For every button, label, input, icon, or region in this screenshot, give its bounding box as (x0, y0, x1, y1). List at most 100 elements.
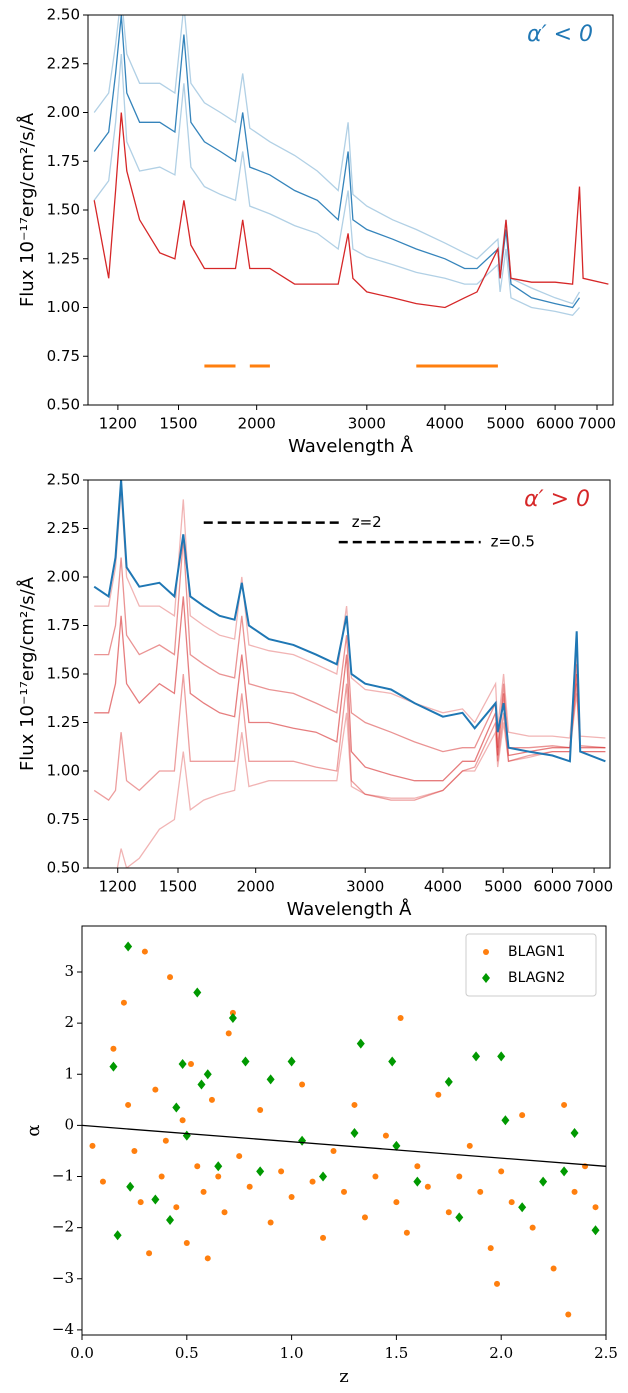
point (393, 1199, 400, 1206)
x-tick-label: 6000 (536, 415, 574, 433)
y-tick-label: 1.00 (47, 762, 80, 780)
x-tick-label: 1.0 (280, 1344, 304, 1362)
y-tick-label: 1.75 (47, 152, 80, 170)
point (565, 1311, 572, 1318)
point (141, 948, 148, 955)
point (539, 1176, 548, 1187)
y-tick-label: 0 (64, 1115, 74, 1133)
point (298, 1135, 307, 1146)
x-tick-label: 1200 (99, 878, 137, 896)
point (571, 1188, 578, 1195)
x-tick-label: 0.0 (70, 1344, 94, 1362)
point (182, 1130, 191, 1141)
point (236, 1153, 243, 1160)
y-tick-label: 2.00 (47, 103, 80, 121)
point (591, 1225, 600, 1236)
point (424, 1183, 431, 1190)
point (445, 1209, 452, 1216)
x-tick-label: 6000 (533, 878, 571, 896)
frame (81, 925, 607, 1336)
point (113, 1230, 122, 1241)
x-tick-label: 1500 (159, 415, 197, 433)
point (288, 1193, 295, 1200)
point (197, 1079, 206, 1090)
point (179, 1117, 186, 1124)
point (382, 1132, 389, 1139)
x-tick-label: 5000 (486, 415, 524, 433)
point (501, 1115, 510, 1126)
point (508, 1199, 515, 1206)
annotation: z=2 (352, 513, 382, 531)
point (466, 1142, 473, 1149)
frame (87, 14, 614, 406)
legend-label: BLAGN2 (508, 970, 565, 986)
x-tick-label: 7000 (575, 878, 613, 896)
point (397, 1015, 404, 1022)
x-axis-label: Wavelength Å (287, 898, 413, 920)
panel: 1200 1500 2000 3000 4000 5000 6000 7000 0.50 0.75… (16, 471, 613, 921)
y-tick-label: 0.75 (47, 347, 80, 365)
y-tick-label: 2 (64, 1013, 74, 1031)
point (529, 1224, 536, 1231)
point (444, 1076, 453, 1087)
point (167, 974, 174, 981)
panel: 0.0 0.5 1.0 1.5 2.0 2.5 −4 −3 −2 −1 0 1 2 3 z α BLAGN1 BL… (23, 925, 618, 1387)
y-axis-label: Flux 10⁻¹⁷erg/cm²/s/Å (16, 576, 38, 771)
point (152, 1086, 159, 1093)
point (124, 941, 133, 952)
point (287, 1056, 296, 1067)
point (204, 1255, 211, 1262)
y-tick-label: 1.00 (47, 298, 80, 316)
x-tick-label: 7000 (578, 415, 616, 433)
point (278, 1168, 285, 1175)
point (309, 1178, 316, 1185)
point (388, 1056, 397, 1067)
point (109, 1061, 118, 1072)
point (99, 1178, 106, 1185)
y-tick-label: 2.25 (47, 519, 80, 537)
y-tick-label: 1 (64, 1064, 74, 1082)
point (126, 1181, 135, 1192)
point (350, 1128, 359, 1139)
point (320, 1234, 327, 1241)
point (183, 1239, 190, 1246)
point (229, 1009, 236, 1016)
point (497, 1051, 506, 1062)
point (403, 1229, 410, 1236)
point (246, 1183, 253, 1190)
point (570, 1128, 579, 1139)
data-line (82, 1124, 606, 1167)
data-line (93, 673, 606, 801)
point (319, 1171, 328, 1182)
point (146, 1250, 153, 1257)
point (519, 1112, 526, 1119)
data-line (93, 112, 609, 309)
point (341, 1188, 347, 1195)
point (187, 1061, 194, 1068)
point (560, 1166, 569, 1177)
y-tick-label: −2 (52, 1218, 74, 1236)
y-tick-label: 2.50 (47, 471, 80, 489)
x-axis-label: Wavelength Å (288, 435, 414, 457)
x-tick-label: 3000 (348, 415, 386, 433)
point (518, 1202, 527, 1213)
y-tick-label: 1.25 (47, 249, 80, 267)
point (472, 1051, 481, 1062)
data-line (93, 53, 580, 317)
x-tick-label: 2.5 (594, 1344, 618, 1362)
x-tick-label: 2.0 (489, 1344, 513, 1362)
frame (87, 479, 611, 869)
point (561, 1101, 568, 1108)
x-tick-label: 1200 (99, 415, 137, 433)
point (221, 1209, 228, 1216)
x-tick-label: 5000 (484, 878, 522, 896)
y-tick-label: 0.50 (47, 396, 80, 414)
x-tick-label: 2000 (238, 415, 276, 433)
plot-area (93, 480, 606, 868)
point (158, 1173, 165, 1180)
x-tick-label: 1.5 (384, 1344, 408, 1362)
legend-marker (482, 973, 490, 983)
point (120, 999, 127, 1006)
point (203, 1069, 212, 1080)
